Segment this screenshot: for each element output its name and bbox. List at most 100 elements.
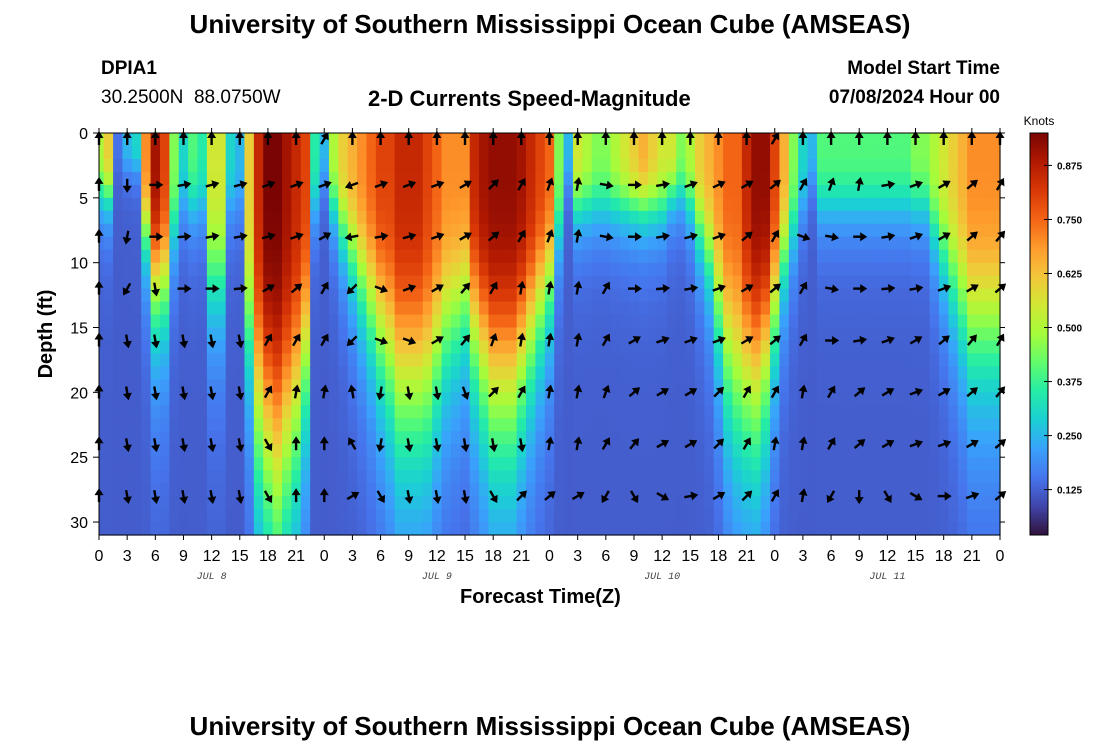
current-arrow: [460, 131, 470, 145]
heatmap-cell: [629, 353, 640, 368]
x-tick-label: 0: [996, 548, 1005, 565]
heatmap-cell: [375, 197, 386, 212]
heatmap-cell: [253, 483, 264, 497]
heatmap-cell: [404, 444, 415, 458]
heatmap-cell: [526, 171, 537, 186]
heatmap-cell: [422, 457, 433, 471]
heatmap-cell: [676, 418, 687, 432]
heatmap-cell: [666, 522, 677, 536]
heatmap-cell: [892, 483, 903, 497]
heatmap-cell: [216, 210, 227, 225]
heatmap-cell: [272, 171, 283, 186]
heatmap-cell: [967, 483, 978, 497]
heatmap-cell: [197, 496, 208, 510]
heatmap-cell: [535, 353, 546, 368]
heatmap-cell: [291, 288, 302, 303]
heatmap-cell: [103, 457, 114, 471]
heatmap-cell: [291, 392, 302, 406]
heatmap-cell: [638, 483, 649, 497]
heatmap-cell: [845, 405, 856, 419]
heatmap-cell: [572, 210, 583, 225]
heatmap-cell: [122, 522, 133, 536]
heatmap-cell: [122, 418, 133, 432]
heatmap-cell: [741, 288, 752, 303]
heatmap-cell: [235, 275, 246, 290]
heatmap-cell: [685, 327, 696, 342]
current-arrow: [966, 284, 979, 293]
heatmap-cell: [488, 275, 499, 290]
heatmap-cell: [863, 210, 874, 225]
current-arrow: [261, 232, 276, 241]
heatmap-cell: [826, 483, 837, 497]
heatmap-cell: [244, 301, 255, 316]
heatmap-cell: [995, 405, 1001, 419]
heatmap-cell: [985, 223, 996, 238]
current-arrow: [684, 180, 698, 189]
heatmap-cell: [526, 340, 537, 355]
heatmap-cell: [929, 431, 940, 445]
heatmap-cell: [375, 457, 386, 471]
current-arrow: [290, 283, 303, 294]
heatmap-cell: [357, 522, 368, 536]
heatmap-cell: [385, 210, 396, 225]
heatmap-cell: [516, 197, 527, 212]
heatmap-cell: [976, 457, 987, 471]
current-arrow: [853, 232, 868, 242]
heatmap-cell: [131, 314, 142, 329]
heatmap-cell: [666, 327, 677, 342]
heatmap-cell: [235, 184, 246, 199]
heatmap-cell: [938, 431, 949, 445]
heatmap-cell: [770, 483, 781, 497]
heatmap-cell: [976, 133, 987, 147]
current-arrow: [798, 333, 808, 347]
heatmap-cell: [610, 301, 621, 316]
heatmap-cell: [169, 210, 180, 225]
heatmap-cell: [779, 210, 790, 225]
heatmap-cell: [779, 366, 790, 380]
heatmap-cell: [863, 418, 874, 432]
current-arrow: [344, 181, 359, 190]
current-arrow: [995, 230, 1006, 243]
heatmap-cell: [497, 470, 508, 484]
heatmap-cell: [178, 457, 189, 471]
x-tick-label: 15: [681, 548, 699, 565]
heatmap-cell: [920, 249, 931, 264]
heatmap-cell: [385, 236, 396, 251]
current-arrow: [517, 280, 526, 295]
heatmap-cell: [169, 275, 180, 290]
heatmap-cell: [188, 158, 199, 173]
heatmap-cell: [338, 314, 349, 329]
heatmap-cell: [638, 418, 649, 432]
heatmap-cell: [150, 457, 161, 471]
heatmap-cell: [131, 301, 142, 316]
heatmap-cell: [328, 275, 339, 290]
heatmap-cell: [216, 431, 227, 445]
heatmap-cell: [741, 444, 752, 458]
heatmap-cell: [610, 470, 621, 484]
heatmap-cell: [666, 483, 677, 497]
heatmap-cell: [826, 288, 837, 303]
heatmap-cell: [816, 288, 827, 303]
heatmap-cell: [751, 431, 762, 445]
heatmap-cell: [141, 158, 152, 173]
heatmap-cell: [676, 444, 687, 458]
heatmap-cell: [160, 366, 170, 380]
heatmap-cell: [779, 379, 790, 393]
heatmap-cell: [854, 275, 865, 290]
heatmap-cell: [282, 405, 293, 419]
heatmap-cell: [948, 405, 959, 419]
heatmap-cell: [694, 444, 705, 458]
heatmap-cell: [479, 158, 490, 173]
heatmap-cell: [488, 158, 499, 173]
heatmap-cell: [892, 145, 903, 160]
heatmap-cell: [469, 483, 480, 497]
heatmap-cell: [694, 340, 705, 355]
heatmap-cell: [216, 379, 227, 393]
heatmap-cell: [347, 483, 358, 497]
heatmap-cell: [929, 522, 940, 536]
heatmap-cell: [582, 522, 593, 536]
heatmap-cell: [619, 509, 630, 523]
colorbar-tick-label: 0.625: [1057, 269, 1082, 280]
heatmap-cell: [770, 223, 781, 238]
heatmap-cell: [141, 275, 152, 290]
